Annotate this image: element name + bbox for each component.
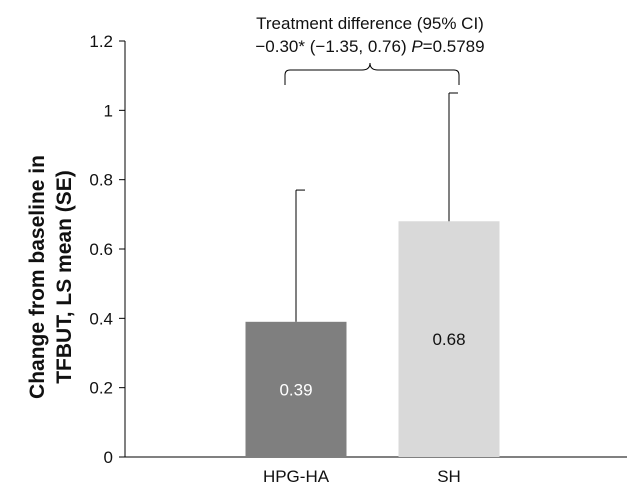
y-axis-title-line-1: Change from baseline in <box>26 155 49 399</box>
y-tick-label: 0.6 <box>89 240 113 259</box>
x-category-label: SH <box>437 467 461 486</box>
y-tick-label: 1 <box>104 101 113 120</box>
y-tick-label: 0 <box>104 448 113 467</box>
y-tick-label: 1.2 <box>89 32 113 51</box>
y-tick-label: 0.8 <box>89 171 113 190</box>
bar <box>398 221 500 457</box>
treatment-difference-annotation: Treatment difference (95% CI) −0.30* (−1… <box>255 14 485 85</box>
comparison-bracket <box>284 62 460 85</box>
bar-value-label: 0.68 <box>432 330 465 349</box>
annotation-ci-text: −0.30* (−1.35, 0.76) <box>255 37 411 56</box>
bar-series: 0.39 0.68 <box>245 92 500 457</box>
y-axis-title-line-2: TFBUT, LS mean (SE) <box>53 170 76 384</box>
bar-value-label: 0.39 <box>279 380 312 399</box>
annotation-line-1: Treatment difference (95% CI) <box>256 14 484 33</box>
annotation-line-2: −0.30* (−1.35, 0.76) P=0.5789 <box>255 37 484 56</box>
annotation-p-symbol: P <box>411 37 423 56</box>
y-axis-title: Change from baseline in TFBUT, LS mean (… <box>26 155 76 399</box>
y-tick-label: 0.4 <box>89 309 113 328</box>
y-axis-ticks: 0 0.2 0.4 0.6 0.8 1 1.2 <box>89 32 125 467</box>
x-category-label: HPG-HA <box>263 467 330 486</box>
y-tick-label: 0.2 <box>89 379 113 398</box>
bar <box>245 321 347 457</box>
x-axis-categories: HPG-HA SH <box>263 467 461 486</box>
annotation-p-value: =0.5789 <box>423 37 485 56</box>
